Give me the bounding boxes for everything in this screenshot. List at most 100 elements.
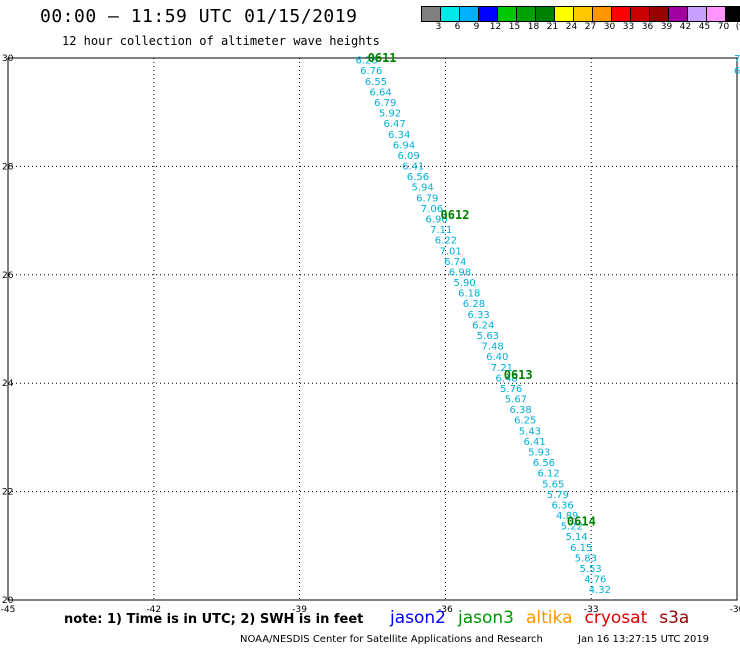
swh-value: 6.55 [365,77,387,88]
swh-value: 5.14 [565,532,587,543]
color-scale-bar [421,6,740,22]
swh-value: 5.63 [477,331,499,342]
swh-value: 7.48 [481,342,503,353]
swh-value: 6.38 [509,405,531,416]
swh-value: 6.98 [449,267,471,278]
swh-value: 6.47 [383,119,405,130]
x-tick-label: -42 [146,605,161,615]
x-tick-label: -33 [584,605,599,615]
color-scale-label: 36 [641,22,654,32]
track-time-label: 0611 [368,51,397,65]
swh-value: 6.79 [416,193,438,204]
y-tick-label: 24 [2,379,14,389]
color-scale-label: 42 [679,22,692,32]
color-scale-label: 3 [435,22,442,32]
color-scale-label: 33 [622,22,635,32]
y-tick-label: 22 [2,488,13,498]
swh-value: 6.28 [355,56,377,67]
swh-value: 6.36 [551,500,573,511]
color-scale-label: 70 [717,22,730,32]
swh-value-edge: 6 [734,66,740,77]
swh-value: 5.67 [505,395,527,406]
page-title: 00:00 — 11:59 UTC 01/15/2019 [40,6,358,27]
swh-value: 6.41 [523,437,545,448]
footer-note: note: 1) Time is in UTC; 2) SWH is in fe… [64,612,364,627]
track-time-label: 0612 [441,208,470,222]
satellite-track: 6.286.766.556.646.795.926.476.346.946.09… [355,51,740,596]
y-tick-label: 20 [2,596,14,606]
satellite-legend-s3a: s3a [659,608,690,628]
color-scale-label: 24 [565,22,578,32]
swh-value: 4.76 [584,575,606,586]
swh-value: 6.76 [360,66,382,77]
color-scale-label: 21 [546,22,559,32]
swh-value: 6.41 [402,162,424,173]
axis-tick-labels: -45 -42 -39 -36 -33 -30 30 28 26 24 22 20 [1,54,740,615]
color-scale-label: 6 [454,22,461,32]
color-scale-label: 27 [584,22,597,32]
x-tick-label: -39 [292,605,307,615]
swh-value: 7.06 [421,204,443,215]
color-scale-label: 45 [698,22,711,32]
color-scale-label: 39 [660,22,673,32]
swh-value-edge: 7 [734,54,740,65]
swh-value: 6.34 [388,130,410,141]
map-grid [8,58,737,600]
swh-value: 5.22 [561,522,583,533]
color-scale-label: 30 [603,22,616,32]
color-scale-label: 15 [508,22,521,32]
footer-generated-time: Jan 16 13:27:15 UTC 2019 [578,634,710,645]
track-time-label: 0614 [567,514,596,528]
satellite-legend: jason2 jason3 altika cryosat s3a [390,608,701,628]
swh-value: 6.12 [537,469,559,480]
swh-value: 6.64 [369,87,391,98]
swh-value: 6.28 [463,299,485,310]
swh-value: 6.09 [397,151,419,162]
satellite-legend-cryosat: cryosat [584,608,648,628]
swh-value: 7.11 [430,225,452,236]
swh-value: 5.93 [528,447,550,458]
color-scale-label: 12 [489,22,502,32]
swh-value: 6.22 [435,236,457,247]
swh-value: 6.74 [444,257,466,268]
swh-value: 4.89 [556,511,578,522]
swh-value: 6.56 [533,458,555,469]
swh-value: 7.01 [439,246,461,257]
swh-value: 6.94 [393,140,415,151]
map-frame [7,57,738,601]
track-time-label: 0613 [504,368,533,382]
swh-value: 6.40 [486,352,508,363]
y-tick-label: 30 [2,54,14,64]
x-tick-label: -45 [1,605,16,615]
swh-value: 4.32 [589,585,611,596]
y-tick-label: 26 [2,271,14,281]
page-subtitle: 12 hour collection of altimeter wave hei… [62,34,380,48]
swh-value: 6.79 [374,98,396,109]
swh-value: 5.43 [519,426,541,437]
swh-value: 5.83 [575,553,597,564]
swh-value: 6.15 [570,543,592,554]
swh-value: 5.94 [411,183,433,194]
color-swatch [725,6,740,22]
swh-value: 5.65 [542,479,564,490]
swh-value: 6.48 [495,373,517,384]
satellite-legend-jason2: jason2 [390,608,446,628]
swh-value: 6.33 [467,310,489,321]
swh-value: 6.25 [514,416,536,427]
swh-value: 5.92 [379,109,401,120]
swh-value: 5.90 [453,278,475,289]
satellite-legend-jason3: jason3 [458,608,514,628]
swh-value: 5.79 [547,490,569,501]
x-tick-label: -36 [438,605,453,615]
swh-value: 6.24 [472,320,494,331]
swh-value: 5.76 [500,384,522,395]
swh-value: 6.56 [407,172,429,183]
satellite-legend-altika: altika [526,608,573,628]
swh-value: 6.90 [425,214,447,225]
footer-credit: NOAA/NESDIS Center for Satellite Applica… [240,634,543,645]
x-tick-label: -30 [730,605,740,615]
swh-value: 5.53 [579,564,601,575]
color-scale-label: 9 [473,22,480,32]
swh-value: 6.18 [458,289,480,300]
